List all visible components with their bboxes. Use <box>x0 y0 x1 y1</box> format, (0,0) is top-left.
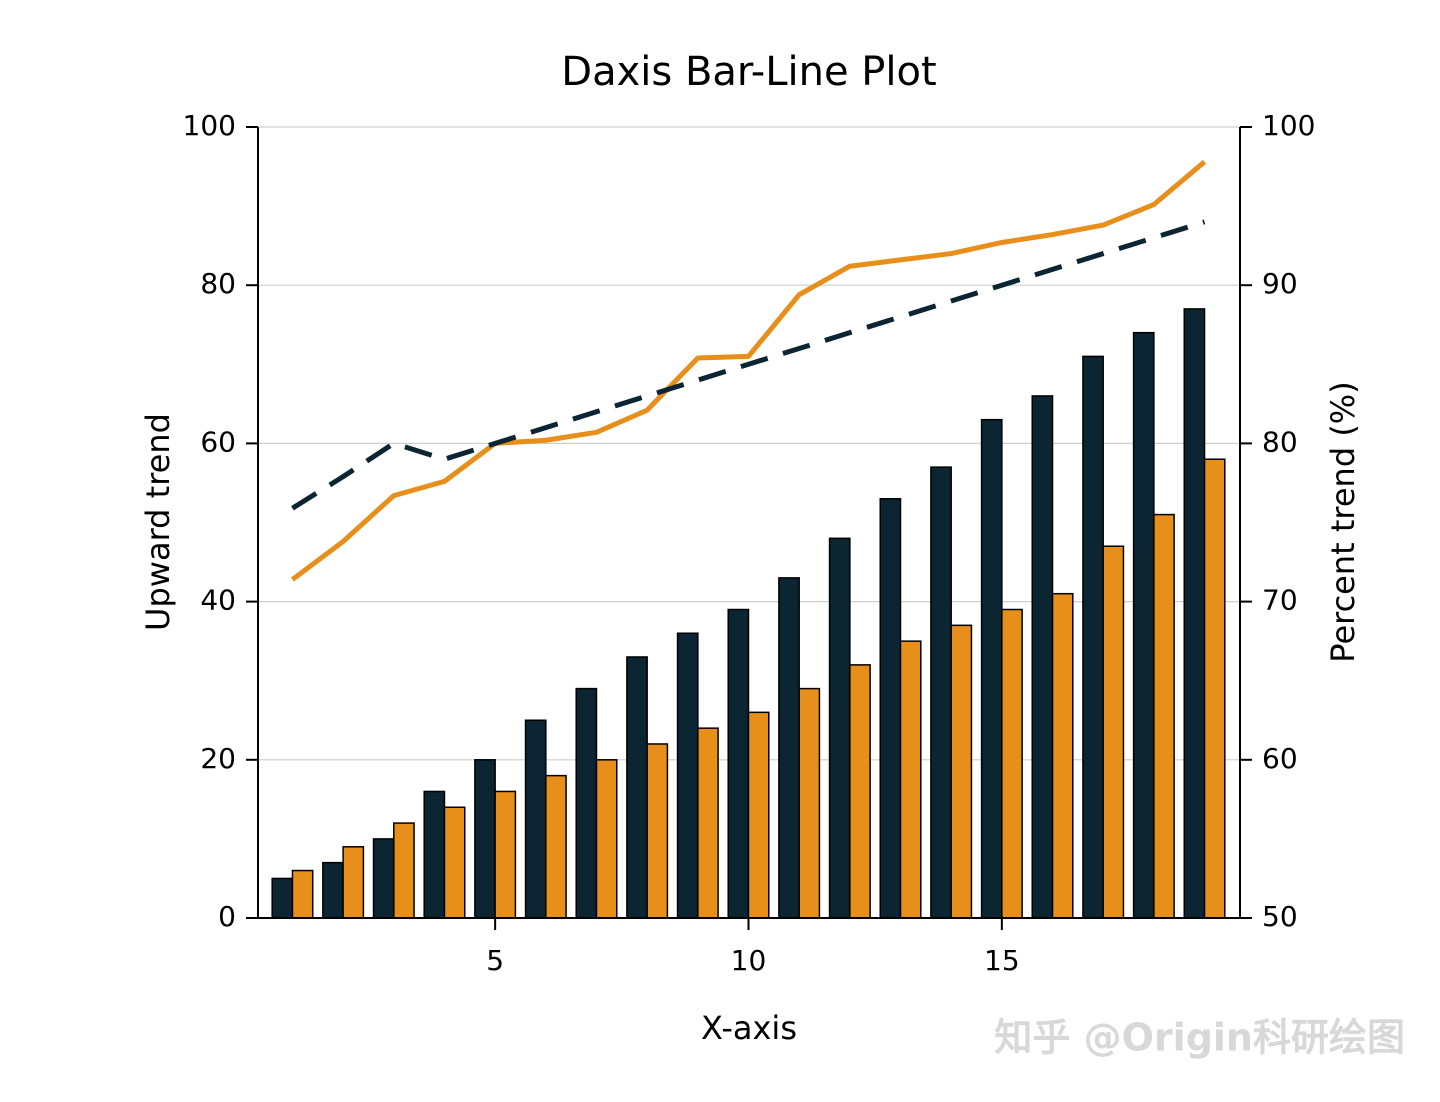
bar <box>322 861 344 919</box>
bar <box>899 640 922 919</box>
bar <box>646 743 669 919</box>
bar <box>524 719 547 919</box>
bar <box>697 727 719 919</box>
bar <box>1001 608 1023 919</box>
x-tick-label: 5 <box>486 944 504 977</box>
y-tick-label: 100 <box>183 109 236 142</box>
bar <box>474 759 496 919</box>
bar <box>1183 308 1206 919</box>
bar <box>1153 513 1175 919</box>
y-tick-label: 60 <box>200 425 236 458</box>
bar <box>595 759 618 919</box>
bar <box>423 790 446 919</box>
bar <box>849 664 871 919</box>
chart-title: Daxis Bar-Line Plot <box>561 49 936 95</box>
y-tick-label: 40 <box>200 584 236 617</box>
bar <box>1082 355 1104 919</box>
y2-tick-label: 70 <box>1262 584 1298 617</box>
bar <box>1132 331 1155 919</box>
bar <box>575 687 598 919</box>
y2-axis-title: Percent trend (%) <box>1324 381 1362 662</box>
bar <box>1031 395 1054 919</box>
bar <box>1051 592 1074 919</box>
y-tick-label: 20 <box>200 742 236 775</box>
bar <box>443 806 466 919</box>
bar <box>798 687 821 919</box>
bar <box>727 608 750 919</box>
bar <box>342 846 365 919</box>
bar <box>980 418 1003 919</box>
bar <box>271 877 294 919</box>
y2-tick-label: 90 <box>1262 267 1298 300</box>
bar <box>545 774 567 919</box>
x-axis-title: X-axis <box>701 1009 797 1047</box>
bar <box>747 711 770 919</box>
line <box>290 159 1207 582</box>
bar <box>393 822 415 919</box>
bar <box>676 632 699 919</box>
y2-tick-label: 50 <box>1262 900 1298 933</box>
y-tick-label: 80 <box>200 267 236 300</box>
bar <box>494 790 517 919</box>
bar <box>372 838 395 919</box>
bar <box>1203 458 1226 919</box>
line <box>291 219 1206 511</box>
y-tick-label: 0 <box>218 900 236 933</box>
bar <box>879 498 902 919</box>
y-axis-title: Upward trend <box>139 413 177 631</box>
bar <box>291 869 314 919</box>
bar <box>930 466 952 919</box>
bar <box>626 656 648 919</box>
y2-tick-label: 100 <box>1262 109 1315 142</box>
bar <box>778 577 800 919</box>
y2-tick-label: 60 <box>1262 742 1298 775</box>
bar <box>828 537 851 919</box>
x-tick-label: 10 <box>731 944 767 977</box>
watermark: 知乎 @Origin科研绘图 <box>994 1016 1405 1060</box>
y2-tick-label: 80 <box>1262 425 1298 458</box>
bar <box>950 624 973 919</box>
bar <box>1102 545 1125 919</box>
x-tick-label: 15 <box>984 944 1020 977</box>
